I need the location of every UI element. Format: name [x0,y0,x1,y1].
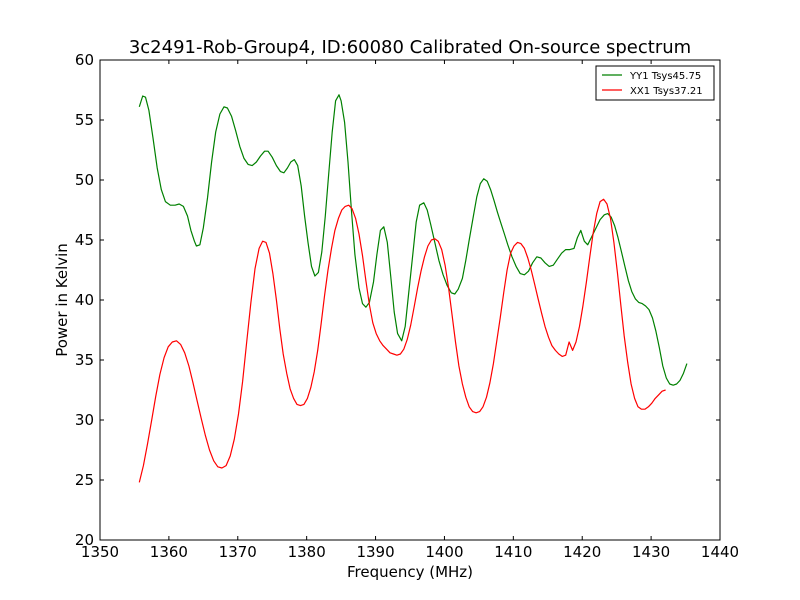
series-line-1 [138,198,666,483]
x-tick-label: 1400 [425,543,463,561]
y-tick-label: 25 [75,471,94,489]
y-tick-label: 45 [75,231,94,249]
legend-label-0: YY1 Tsys45.75 [629,71,701,82]
x-tick-label: 1420 [563,543,601,561]
plot-area [99,59,721,541]
chart-title: 3c2491-Rob-Group4, ID:60080 Calibrated O… [129,37,691,58]
axis-ticks: 1350 1360 1370 1380 1390 1400 1410 1420 1430 1440… [75,51,739,561]
x-tick-label: 1410 [494,543,532,561]
legend-label-1: XX1 Tsys37.21 [630,86,703,97]
plot-frame [99,59,721,541]
y-tick-label: 35 [75,351,94,369]
y-tick-label: 50 [75,171,94,189]
legend-box [595,65,715,101]
x-tick-label: 1360 [150,543,188,561]
y-tick-label: 20 [75,531,94,549]
x-axis-label: Frequency (MHz) [347,563,473,581]
y-tick-label: 55 [75,111,94,129]
series-line-0 [138,94,688,386]
x-tick-label: 1370 [219,543,257,561]
y-tick-label: 60 [75,51,94,69]
x-tick-label: 1430 [632,543,670,561]
x-tick-label: 1390 [356,543,394,561]
legend: YY1 Tsys45.75 XX1 Tsys37.21 [595,65,715,101]
x-tick-label: 1350 [81,543,119,561]
x-tick-label: 1380 [288,543,326,561]
y-axis-label: Power in Kelvin [53,243,71,357]
y-tick-label: 30 [75,411,94,429]
y-tick-label: 40 [75,291,94,309]
x-tick-label: 1440 [701,543,739,561]
